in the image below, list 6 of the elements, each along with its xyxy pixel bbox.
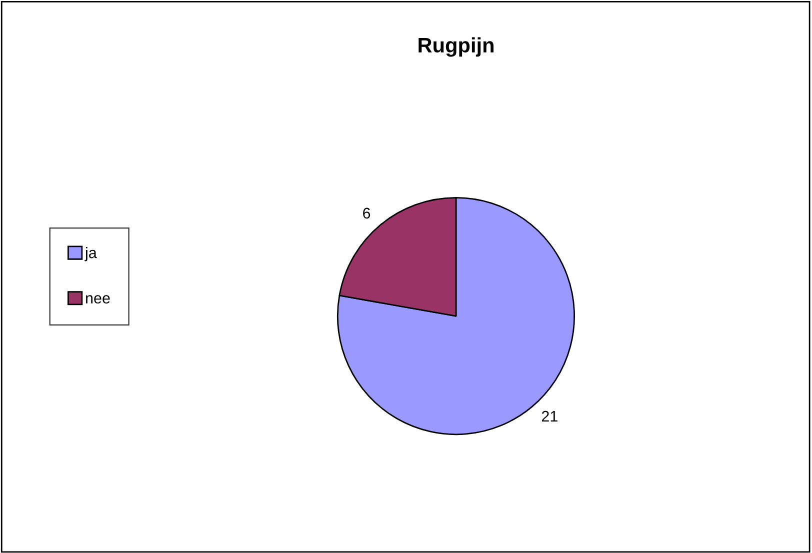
pie-slice: [336, 197, 576, 436]
data-label: 6: [363, 208, 370, 219]
data-label: 21: [542, 410, 558, 422]
legend-label: ja: [84, 246, 97, 262]
chart-title: Rugpijn: [418, 37, 494, 57]
legend-label: nee: [86, 295, 110, 304]
